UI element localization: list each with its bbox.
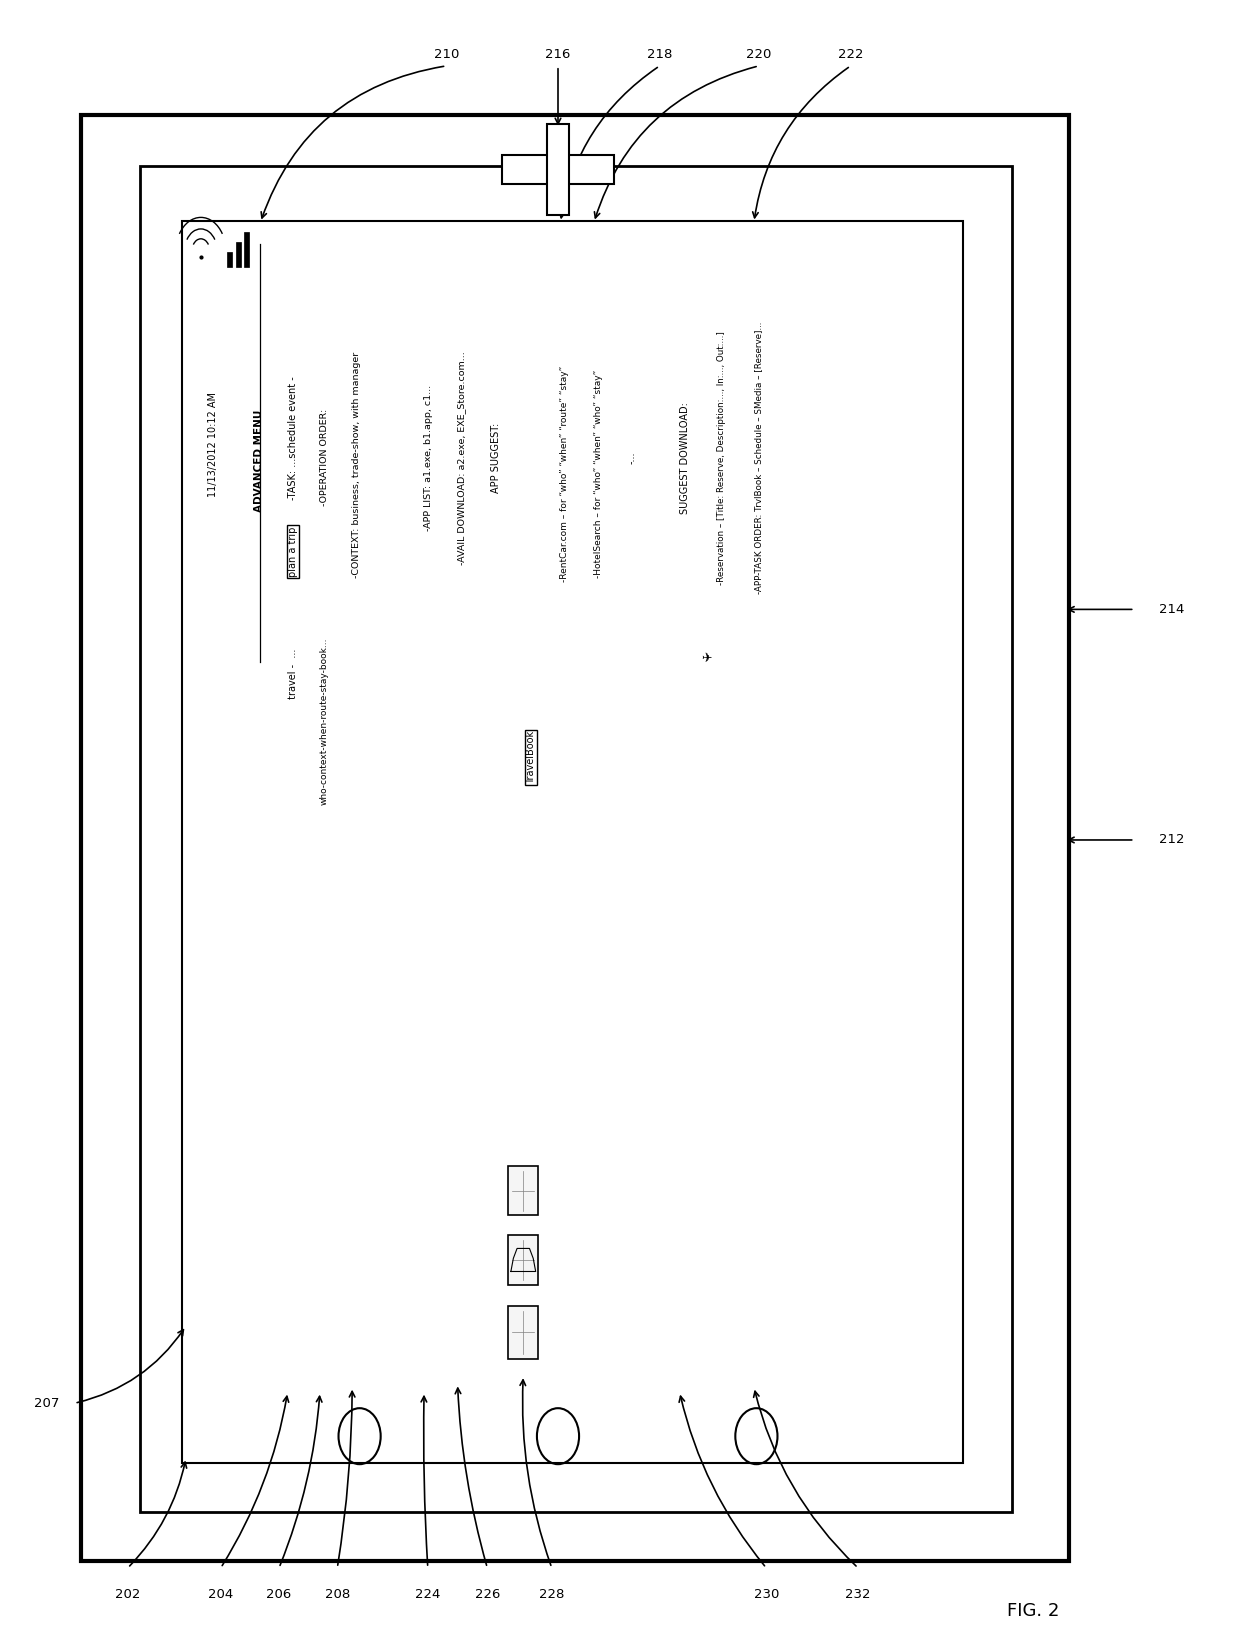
Text: FIG. 2: FIG. 2	[1007, 1603, 1059, 1619]
Text: 204: 204	[208, 1588, 233, 1601]
Bar	[508, 1235, 538, 1285]
Text: 208: 208	[325, 1588, 350, 1601]
Bar	[547, 124, 569, 214]
Text: -Reservation – [Title: Reserve, Description:..., In:..., Out:...]: -Reservation – [Title: Reserve, Descript…	[717, 331, 725, 585]
Text: -AVAIL DOWNLOAD: a2.exe, EXE_Store.com...: -AVAIL DOWNLOAD: a2.exe, EXE_Store.com..…	[458, 351, 466, 565]
Text: TravelBook: TravelBook	[526, 731, 536, 784]
Text: -APP-TASK ORDER: TrvlBook – Schedule – SMedia – [Reserve]...: -APP-TASK ORDER: TrvlBook – Schedule – S…	[754, 321, 763, 595]
Bar	[81, 115, 1069, 1561]
Text: plan a trip: plan a trip	[288, 527, 298, 576]
Bar	[508, 1306, 538, 1359]
Text: -OPERATION ORDER:: -OPERATION ORDER:	[320, 408, 329, 507]
Text: 228: 228	[539, 1588, 564, 1601]
Bar	[227, 252, 232, 267]
Text: -TASK: ...schedule event -: -TASK: ...schedule event -	[288, 372, 298, 501]
Text: 212: 212	[1159, 833, 1184, 847]
Text: -...: -...	[626, 451, 636, 464]
Text: -HotelSearch – for “who” “when” “who” “stay”: -HotelSearch – for “who” “when” “who” “s…	[594, 371, 603, 578]
Text: 222: 222	[838, 48, 863, 61]
Bar	[182, 221, 963, 1463]
Text: 202: 202	[115, 1588, 140, 1601]
Text: 230: 230	[754, 1588, 779, 1601]
Text: travel -  ...: travel - ...	[288, 649, 298, 702]
Bar	[508, 1166, 538, 1215]
Bar	[502, 155, 614, 184]
Text: SUGGEST DOWNLOAD:: SUGGEST DOWNLOAD:	[680, 402, 689, 514]
Text: 214: 214	[1159, 603, 1184, 616]
Text: -APP LIST: a1.exe, b1.app, c1...: -APP LIST: a1.exe, b1.app, c1...	[424, 385, 433, 530]
Text: 216: 216	[546, 48, 570, 61]
Text: 207: 207	[35, 1397, 60, 1410]
Text: ADVANCED MENU: ADVANCED MENU	[254, 410, 264, 512]
Text: 218: 218	[647, 48, 672, 61]
Text: -RentCar.com – for “who” “when” “route” “stay”: -RentCar.com – for “who” “when” “route” …	[560, 366, 569, 583]
Bar	[140, 166, 1012, 1512]
Bar	[236, 242, 241, 267]
Text: 11/13/2012 10:12 AM: 11/13/2012 10:12 AM	[208, 392, 218, 497]
Text: ✈: ✈	[702, 652, 712, 665]
Bar	[244, 232, 249, 267]
Text: APP SUGGEST:: APP SUGGEST:	[491, 423, 501, 492]
Text: 206: 206	[267, 1588, 291, 1601]
Text: 220: 220	[746, 48, 771, 61]
Text: 224: 224	[415, 1588, 440, 1601]
Text: who-context-when-route-stay-book...: who-context-when-route-stay-book...	[320, 637, 329, 805]
Text: 210: 210	[434, 48, 459, 61]
Text: 226: 226	[475, 1588, 500, 1601]
Text: -CONTEXT: business, trade-show, with manager: -CONTEXT: business, trade-show, with man…	[352, 351, 361, 578]
Text: 232: 232	[846, 1588, 870, 1601]
